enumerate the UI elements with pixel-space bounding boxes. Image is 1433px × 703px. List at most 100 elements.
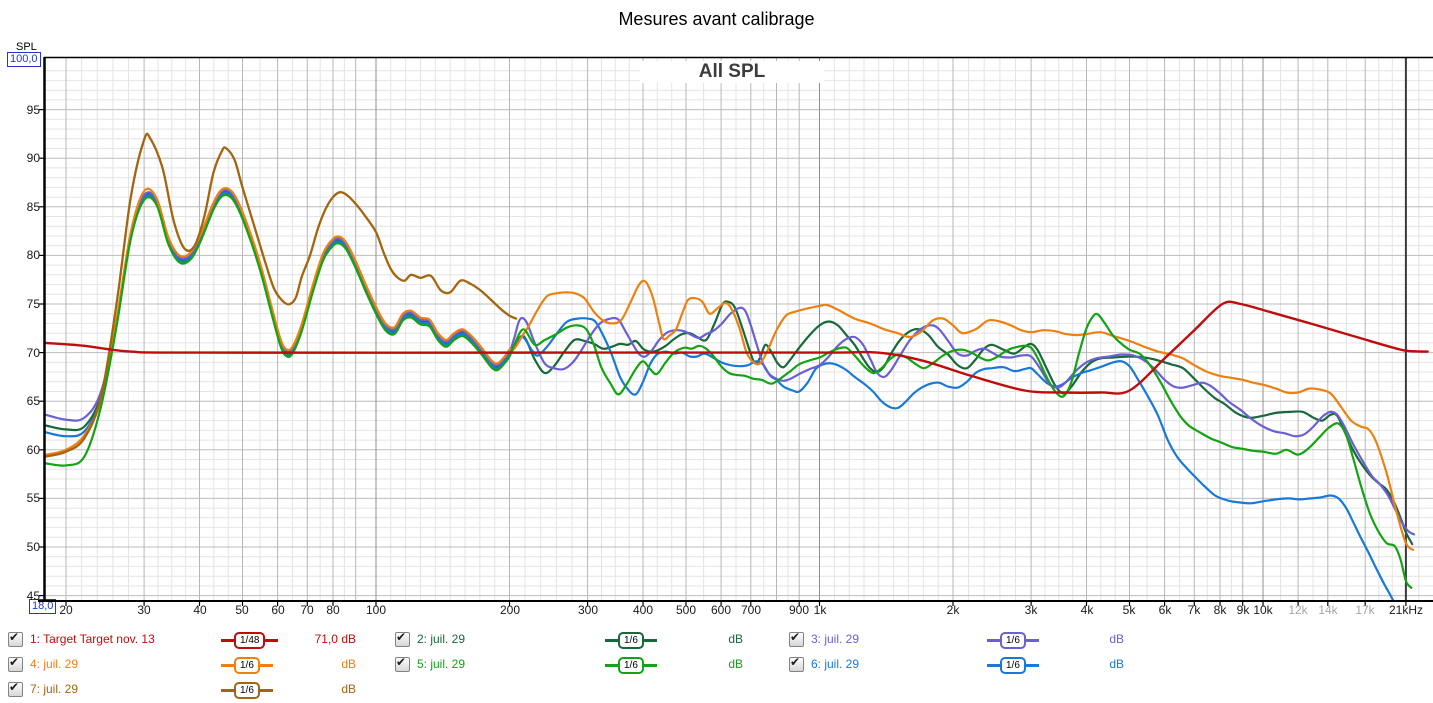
smoothing-fraction: 1/6 (618, 632, 644, 649)
x-tick-label-14k: 14k (1318, 603, 1338, 617)
measurement-label-3[interactable]: 3: juil. 29 (811, 632, 860, 646)
x-tick-label-21kHz: 21kHz (1388, 603, 1423, 617)
legend-row-4: ✔ 4: juil. 29 1/6 dB (6, 655, 386, 676)
y-max-input[interactable]: 100,0 (7, 52, 41, 67)
spl-chart (38, 56, 1433, 606)
line-swatch (643, 664, 657, 667)
smoothing-fraction: 1/6 (1000, 632, 1026, 649)
measurement-label-5[interactable]: 5: juil. 29 (417, 657, 466, 671)
y-tick-label: 90 (26, 151, 40, 165)
measurement-checkbox-1[interactable]: ✔ (8, 630, 23, 647)
line-swatch (259, 689, 273, 692)
measurement-checkbox-7[interactable]: ✔ (8, 680, 23, 697)
x-tick-label-900: 900 (788, 603, 810, 617)
curve-6 (44, 191, 1395, 600)
measurement-value-5: dB (728, 657, 743, 671)
measurement-value-6: dB (1109, 657, 1124, 671)
measurement-label-4[interactable]: 4: juil. 29 (30, 657, 79, 671)
line-swatch (643, 639, 657, 642)
curve-7 (44, 132, 518, 458)
smoothing-fraction: 1/48 (234, 632, 266, 649)
curve-5 (44, 193, 1413, 589)
legend-row-1: ✔ 1: Target Target nov. 13 1/48 71,0 dB (6, 630, 386, 651)
legend-row-5: ✔ 5: juil. 29 1/6 dB (393, 655, 773, 676)
line-swatch (221, 639, 234, 642)
x-min-input[interactable]: 18,0 (29, 599, 57, 614)
y-tick-label: 65 (26, 394, 40, 408)
x-tick-label-40: 40 (193, 603, 207, 617)
y-tick-label: 45 (26, 589, 40, 603)
measurement-checkbox-4[interactable]: ✔ (8, 655, 23, 672)
x-tick-label-70: 70 (300, 603, 314, 617)
line-swatch (221, 664, 234, 667)
smoothing-control-3[interactable]: 1/6 (987, 632, 1039, 649)
measurement-checkbox-6[interactable]: ✔ (789, 655, 804, 672)
measurement-label-1[interactable]: 1: Target Target nov. 13 (30, 632, 155, 646)
x-tick-label-10k: 10k (1253, 603, 1273, 617)
x-tick-label-20: 20 (59, 603, 73, 617)
line-swatch (1025, 664, 1039, 667)
legend-row-3: ✔ 3: juil. 29 1/6 dB (787, 630, 1167, 651)
measurement-label-6[interactable]: 6: juil. 29 (811, 657, 860, 671)
x-tick-label-200: 200 (499, 603, 521, 617)
y-tick-label: 95 (26, 103, 40, 117)
check-icon: ✔ (396, 630, 407, 644)
line-swatch (265, 639, 279, 642)
line-swatch (259, 664, 273, 667)
curve-3 (44, 188, 1416, 536)
x-tick-label-8k: 8k (1213, 603, 1227, 617)
x-tick-label-4k: 4k (1080, 603, 1094, 617)
smoothing-control-2[interactable]: 1/6 (605, 632, 657, 649)
check-icon: ✔ (790, 655, 801, 669)
x-tick-label-60: 60 (271, 603, 285, 617)
smoothing-fraction: 1/6 (234, 682, 260, 699)
curve-4 (44, 186, 1415, 551)
smoothing-control-6[interactable]: 1/6 (987, 657, 1039, 674)
y-axis-name: SPL (16, 41, 37, 53)
line-swatch (987, 639, 1000, 642)
x-tick-label-400: 400 (632, 603, 654, 617)
measurement-value-2: dB (728, 632, 743, 646)
smoothing-fraction: 1/6 (618, 657, 644, 674)
smoothing-control-7[interactable]: 1/6 (221, 682, 273, 699)
x-tick-label-9k: 9k (1236, 603, 1250, 617)
x-tick-label-30: 30 (137, 603, 151, 617)
x-tick-label-300: 300 (577, 603, 599, 617)
measurement-label-2[interactable]: 2: juil. 29 (417, 632, 466, 646)
x-tick-label-600: 600 (710, 603, 732, 617)
y-tick-label: 55 (26, 491, 40, 505)
x-tick-label-6k: 6k (1158, 603, 1172, 617)
check-icon: ✔ (9, 630, 20, 644)
x-tick-label-7k: 7k (1187, 603, 1201, 617)
check-icon: ✔ (790, 630, 801, 644)
check-icon: ✔ (9, 655, 20, 669)
curve-1 (44, 300, 1429, 395)
smoothing-control-1[interactable]: 1/48 (221, 632, 279, 649)
measurement-value-1: 71,0 dB (314, 632, 356, 646)
y-tick-label: 75 (26, 297, 40, 311)
measurement-label-7[interactable]: 7: juil. 29 (30, 682, 79, 696)
line-swatch (987, 664, 1000, 667)
y-tick-label: 85 (26, 200, 40, 214)
y-tick-label: 50 (26, 540, 40, 554)
y-tick-label: 80 (26, 248, 40, 262)
measurement-value-3: dB (1109, 632, 1124, 646)
y-tick-label: 60 (26, 443, 40, 457)
line-swatch (221, 689, 234, 692)
line-swatch (605, 664, 618, 667)
measurement-checkbox-2[interactable]: ✔ (395, 630, 410, 647)
x-tick-label-3k: 3k (1024, 603, 1038, 617)
x-tick-label-5k: 5k (1122, 603, 1136, 617)
smoothing-control-4[interactable]: 1/6 (221, 657, 273, 674)
measurement-checkbox-3[interactable]: ✔ (789, 630, 804, 647)
smoothing-control-5[interactable]: 1/6 (605, 657, 657, 674)
measurement-value-4: dB (341, 657, 356, 671)
legend-row-7: ✔ 7: juil. 29 1/6 dB (6, 680, 386, 701)
x-tick-label-700: 700 (740, 603, 762, 617)
measurement-value-7: dB (341, 682, 356, 696)
measurement-checkbox-5[interactable]: ✔ (395, 655, 410, 672)
line-swatch (605, 639, 618, 642)
x-tick-label-12k: 12k (1288, 603, 1308, 617)
page-title: Mesures avant calibrage (618, 9, 815, 29)
